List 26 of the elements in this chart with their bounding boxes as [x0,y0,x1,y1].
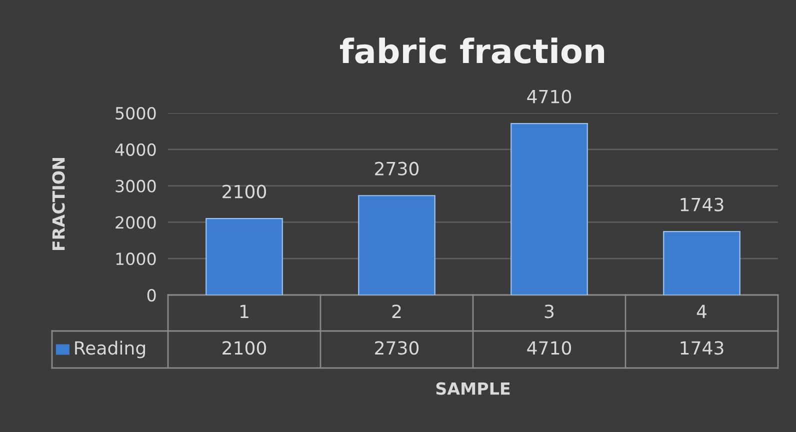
bar [510,123,588,295]
y-tick-label: 2000 [116,216,156,229]
legend-label: Reading [75,340,145,358]
x-tick-label: 2 [392,304,401,318]
y-tick-label: 4000 [115,143,156,156]
x-tick-label: 1 [240,304,248,318]
annotation: 2100 [222,184,266,198]
x-axis-title: SAMPLE [436,382,510,395]
data-label: 2730 [375,341,419,355]
data-label: 4710 [527,341,572,355]
x-tick-label: 4 [696,304,706,318]
bar [206,218,283,295]
annotation: 2730 [375,162,419,176]
x-tick-label: 3 [544,304,554,318]
chart-title: fabric fraction [340,38,604,64]
bar [663,231,740,295]
y-tick-label: 3000 [116,180,156,192]
annotation: 1743 [680,198,724,212]
y-tick-label: 0 [147,288,156,302]
data-label: 2100 [222,341,266,355]
data-label: 1743 [680,341,724,355]
y-axis-title: FRACTION [52,158,65,250]
text: 4710 [527,90,572,104]
bar [358,195,436,295]
y-tick-label: 1000 [116,252,156,266]
y-tick-label: 5000 [116,106,156,120]
